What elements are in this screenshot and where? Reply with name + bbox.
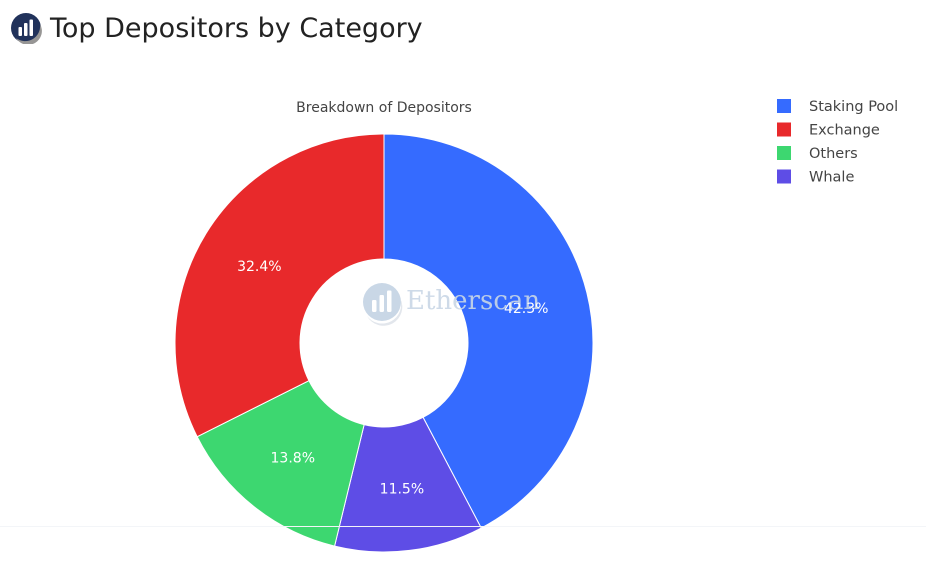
slice-staking-pool[interactable] — [383, 133, 594, 529]
legend-label: Whale — [809, 170, 854, 186]
chart-title: Breakdown of Depositors — [296, 100, 472, 116]
legend-item-staking-pool[interactable]: Staking Pool — [777, 99, 898, 115]
legend-label: Exchange — [809, 123, 880, 139]
legend-swatch — [777, 169, 791, 184]
slice-label-exchange: 32.4% — [237, 259, 281, 275]
page-header: Top Depositors by Category — [10, 8, 423, 48]
divider — [0, 526, 926, 527]
legend-swatch — [777, 146, 791, 160]
etherscan-logo-icon — [11, 13, 42, 44]
legend-label: Staking Pool — [809, 99, 898, 115]
watermark: Etherscan — [363, 283, 540, 326]
legend-item-whale[interactable]: Whale — [777, 169, 854, 186]
slice-label-whale: 11.5% — [380, 481, 424, 497]
legend-swatch — [777, 122, 791, 137]
page-title: Top Depositors by Category — [50, 12, 423, 44]
watermark-text: Etherscan — [406, 286, 540, 316]
slice-labels: 42.3% 11.5% 13.8% 32.4% — [237, 259, 548, 497]
slice-whale[interactable] — [333, 416, 482, 553]
slice-others[interactable] — [196, 379, 365, 547]
chart-legend[interactable]: Staking Pool Exchange Others Whale — [777, 99, 898, 186]
watermark-logo-icon — [363, 283, 403, 326]
legend-item-exchange[interactable]: Exchange — [777, 122, 880, 139]
slice-exchange[interactable] — [174, 133, 385, 438]
legend-item-others[interactable]: Others — [777, 146, 858, 162]
chart-slices — [174, 133, 594, 553]
legend-label: Others — [809, 146, 858, 162]
slice-label-staking-pool: 42.3% — [504, 301, 548, 317]
legend-swatch — [777, 99, 791, 113]
slice-label-others: 13.8% — [271, 451, 315, 467]
